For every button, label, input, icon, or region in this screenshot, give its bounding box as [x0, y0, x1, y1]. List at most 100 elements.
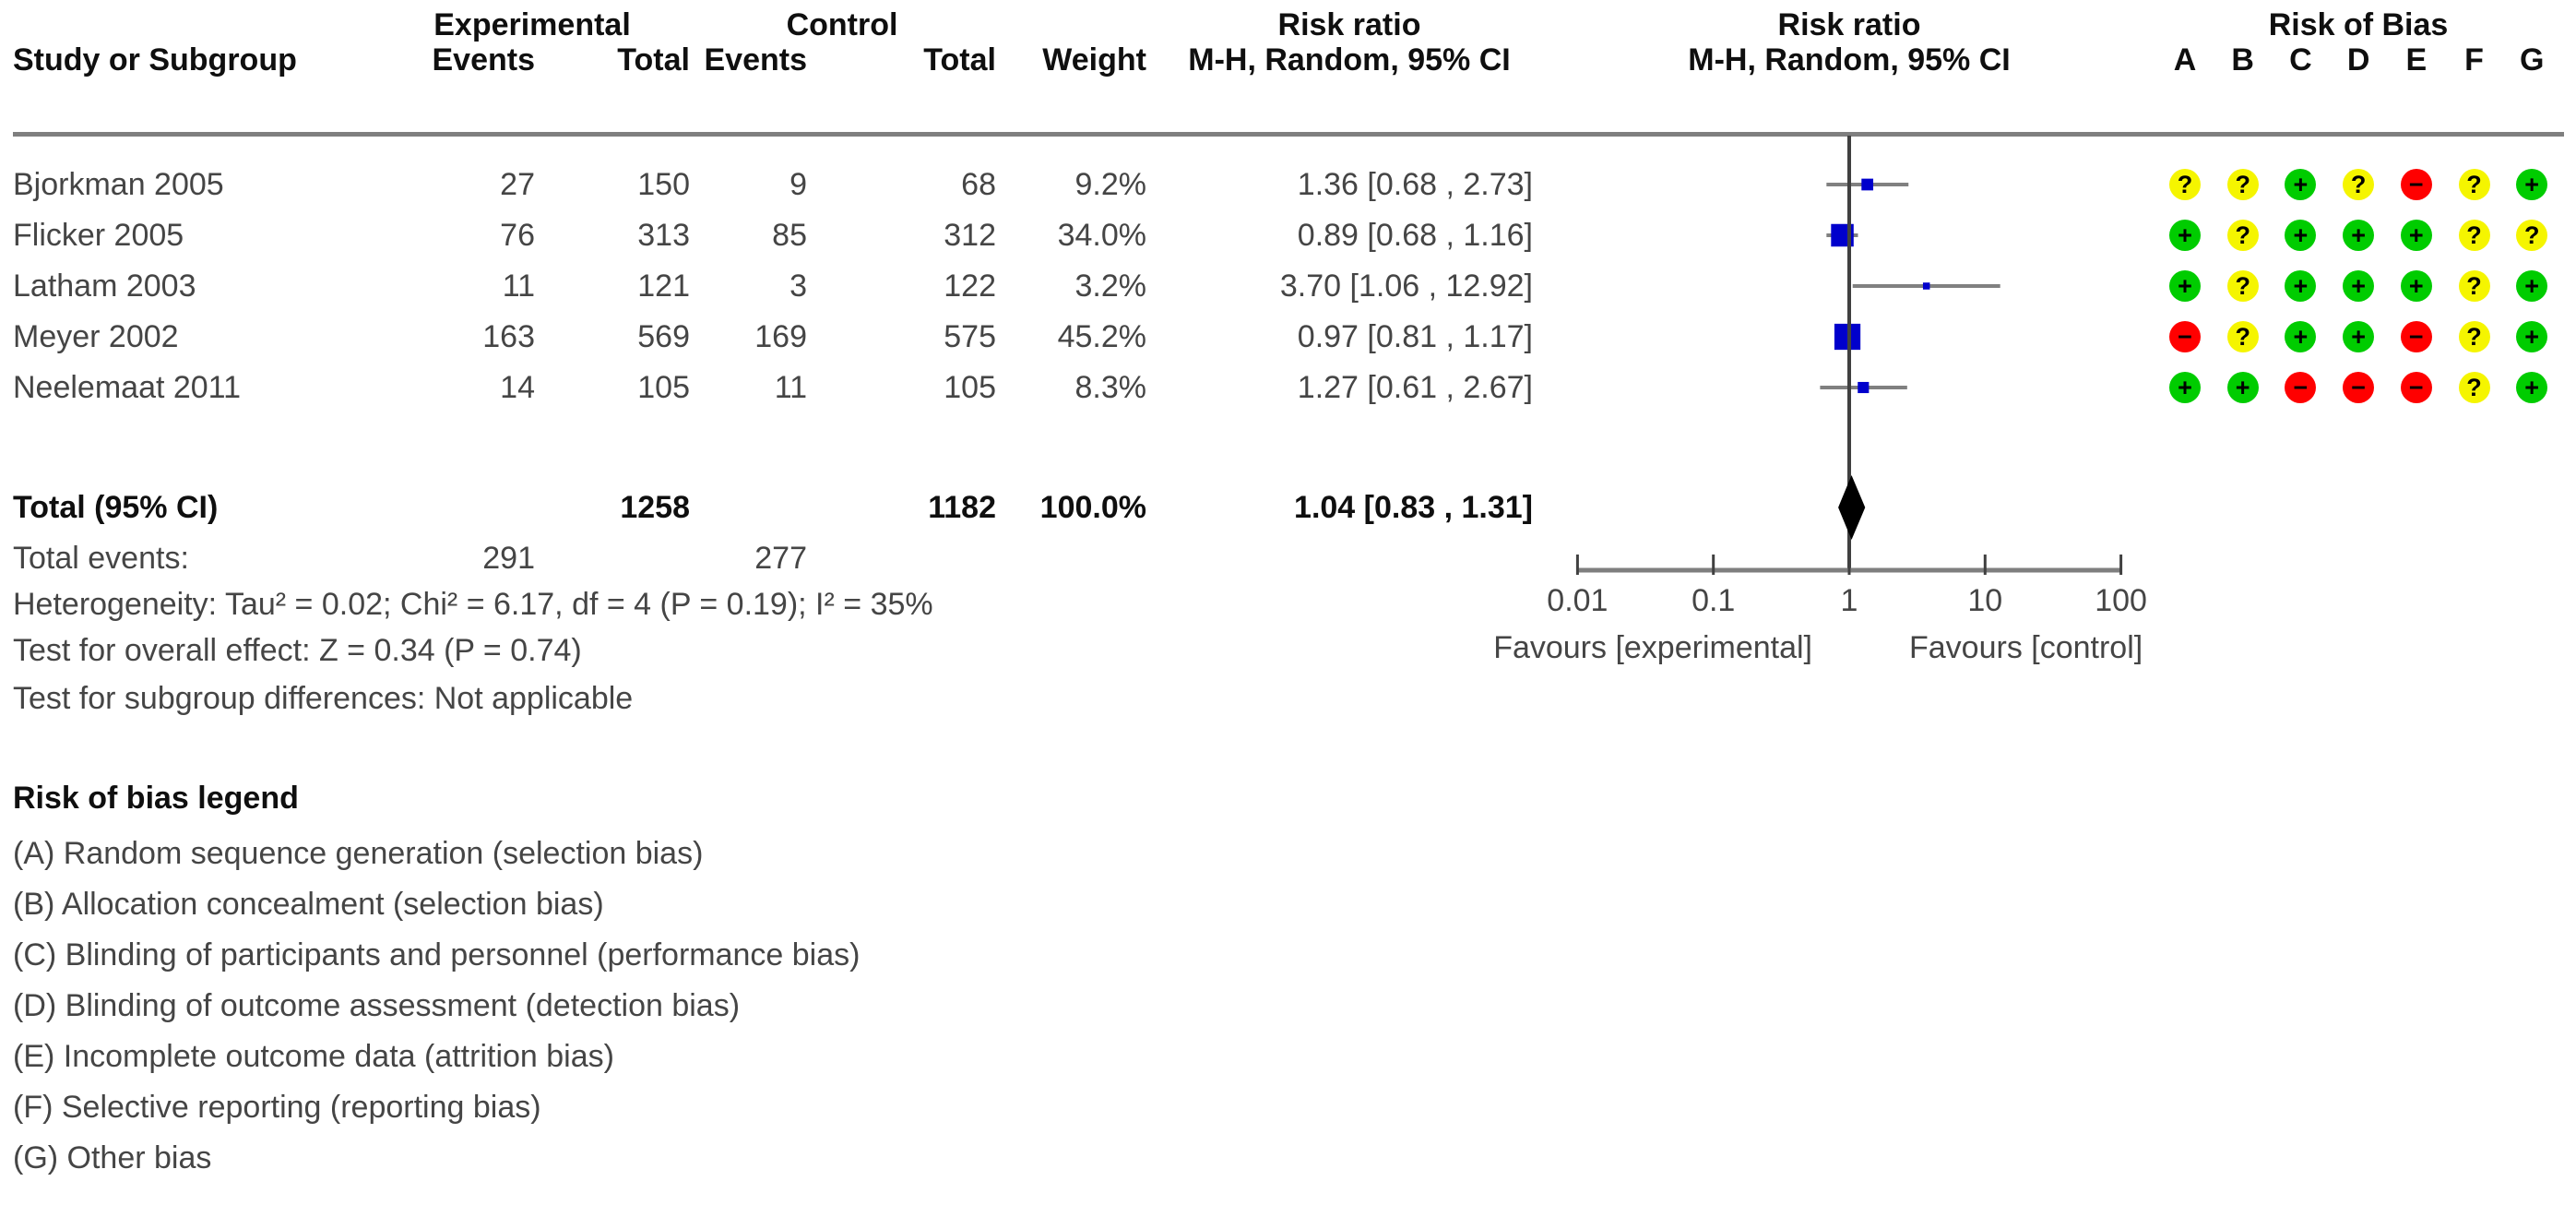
- effect-square: [1831, 223, 1854, 247]
- total-weight: 100.0%: [1039, 490, 1146, 525]
- rob-low-risk-icon: +: [2343, 321, 2375, 352]
- weight-value: 34.0%: [1057, 218, 1146, 253]
- total-control: 312: [944, 218, 996, 253]
- rob-unclear-icon: ?: [2226, 220, 2259, 251]
- rob-unclear-icon: ?: [2458, 169, 2490, 200]
- events-control: 3: [789, 268, 807, 304]
- weight-value: 8.3%: [1074, 370, 1147, 405]
- rob-unclear-icon: ?: [2458, 270, 2490, 302]
- rob-unclear-icon: ?: [2516, 220, 2548, 251]
- total-control: 575: [944, 319, 996, 354]
- rob-column-letter-f: F: [2464, 42, 2484, 78]
- rob-low-risk-icon: +: [2343, 220, 2375, 251]
- rob-unclear-icon: ?: [2343, 169, 2375, 200]
- total-ctl-n: 1182: [928, 490, 996, 525]
- rob-high-risk-icon: −: [2400, 372, 2432, 403]
- weight-value: 9.2%: [1074, 167, 1147, 202]
- rob-low-risk-icon: +: [2285, 169, 2317, 200]
- total-experimental: 313: [637, 218, 690, 253]
- total-row-label: Total (95% CI): [13, 490, 219, 525]
- col-group-control: Control: [786, 7, 898, 42]
- rob-high-risk-icon: −: [2169, 321, 2201, 352]
- total-control: 68: [961, 167, 996, 202]
- rob-column-letter-g: G: [2519, 42, 2545, 78]
- col-header-study: Study or Subgroup: [13, 42, 297, 78]
- risk-ratio-text: 1.27 [0.61 , 2.67]: [1297, 370, 1533, 405]
- rob-unclear-icon: ?: [2458, 372, 2490, 403]
- rob-legend-item-g: (G) Other bias: [13, 1140, 212, 1175]
- rob-legend-item-d: (D) Blinding of outcome assessment (dete…: [13, 988, 741, 1023]
- axis-tick-label: 10: [1967, 583, 2002, 618]
- risk-ratio-text: 0.97 [0.81 , 1.17]: [1297, 319, 1533, 354]
- rob-legend-item-f: (F) Selective reporting (reporting bias): [13, 1090, 541, 1125]
- rob-low-risk-icon: +: [2285, 321, 2317, 352]
- rob-low-risk-icon: +: [2169, 372, 2201, 403]
- events-control: 169: [754, 319, 807, 354]
- total-experimental: 150: [637, 167, 690, 202]
- rob-low-risk-icon: +: [2400, 270, 2432, 302]
- axis-tick-label: 0.01: [1547, 583, 1608, 618]
- rob-low-risk-icon: +: [2400, 220, 2432, 251]
- events-control: 85: [772, 218, 807, 253]
- risk-ratio-text: 3.70 [1.06 , 12.92]: [1279, 268, 1533, 304]
- col-header-rr-method: M-H, Random, 95% CI: [1188, 42, 1511, 78]
- study-name: Neelemaat 2011: [13, 370, 241, 405]
- col-header-total-ctl: Total: [923, 42, 996, 78]
- rob-column-letter-a: A: [2173, 42, 2197, 78]
- rob-column-letter-c: C: [2289, 42, 2312, 78]
- rob-low-risk-icon: +: [2516, 372, 2548, 403]
- risk-ratio-column-title: Risk ratio: [1277, 7, 1421, 42]
- rob-unclear-icon: ?: [2226, 169, 2259, 200]
- rob-low-risk-icon: +: [2343, 270, 2375, 302]
- risk-ratio-plot-title: Risk ratio: [1777, 7, 1921, 42]
- total-experimental: 569: [637, 319, 690, 354]
- rob-low-risk-icon: +: [2226, 372, 2259, 403]
- axis-tick-label: 1: [1841, 583, 1858, 618]
- rob-unclear-icon: ?: [2226, 270, 2259, 302]
- axis-tick-label: 0.1: [1692, 583, 1735, 618]
- events-experimental: 163: [482, 319, 535, 354]
- rob-legend-item-b: (B) Allocation concealment (selection bi…: [13, 887, 604, 922]
- weight-value: 3.2%: [1074, 268, 1147, 304]
- events-experimental: 11: [502, 268, 535, 304]
- rob-low-risk-icon: +: [2169, 270, 2201, 302]
- col-header-events-ctl: Events: [704, 42, 808, 78]
- rob-unclear-icon: ?: [2458, 321, 2490, 352]
- total-control: 122: [944, 268, 996, 304]
- events-experimental: 27: [500, 167, 535, 202]
- effect-square: [1922, 282, 1930, 290]
- rob-column-letter-e: E: [2405, 42, 2428, 78]
- rob-legend-item-a: (A) Random sequence generation (selectio…: [13, 836, 704, 871]
- total-control: 105: [944, 370, 996, 405]
- rob-low-risk-icon: +: [2516, 321, 2548, 352]
- rob-high-risk-icon: −: [2285, 372, 2317, 403]
- total-events-label: Total events:: [13, 541, 189, 576]
- effect-square: [1858, 381, 1870, 394]
- header-divider-line: [13, 132, 2564, 137]
- rob-legend-item-c: (C) Blinding of participants and personn…: [13, 937, 861, 972]
- rob-column-letter-b: B: [2231, 42, 2254, 78]
- rob-high-risk-icon: −: [2400, 169, 2432, 200]
- total-experimental: 121: [637, 268, 690, 304]
- study-name: Flicker 2005: [13, 218, 184, 253]
- rob-low-risk-icon: +: [2285, 220, 2317, 251]
- favours-left-label: Favours [experimental]: [1493, 630, 1812, 665]
- pooled-diamond: [1838, 475, 1866, 540]
- rob-low-risk-icon: +: [2516, 169, 2548, 200]
- total-exp-n: 1258: [620, 490, 690, 525]
- plot-header-rr-method: M-H, Random, 95% CI: [1688, 42, 2011, 78]
- risk-ratio-text: 1.36 [0.68 , 2.73]: [1297, 167, 1533, 202]
- study-name: Meyer 2002: [13, 319, 179, 354]
- study-name: Latham 2003: [13, 268, 196, 304]
- effect-square: [1861, 178, 1874, 191]
- risk-ratio-text: 0.89 [0.68 , 1.16]: [1297, 218, 1533, 253]
- rob-unclear-icon: ?: [2169, 169, 2201, 200]
- total-events-exp: 291: [482, 541, 535, 576]
- rob-legend-item-e: (E) Incomplete outcome data (attrition b…: [13, 1039, 614, 1074]
- col-header-events-exp: Events: [432, 42, 536, 78]
- rob-unclear-icon: ?: [2226, 321, 2259, 352]
- rob-unclear-icon: ?: [2458, 220, 2490, 251]
- risk-of-bias-title: Risk of Bias: [2268, 7, 2449, 42]
- axis-tick-label: 100: [2095, 583, 2147, 618]
